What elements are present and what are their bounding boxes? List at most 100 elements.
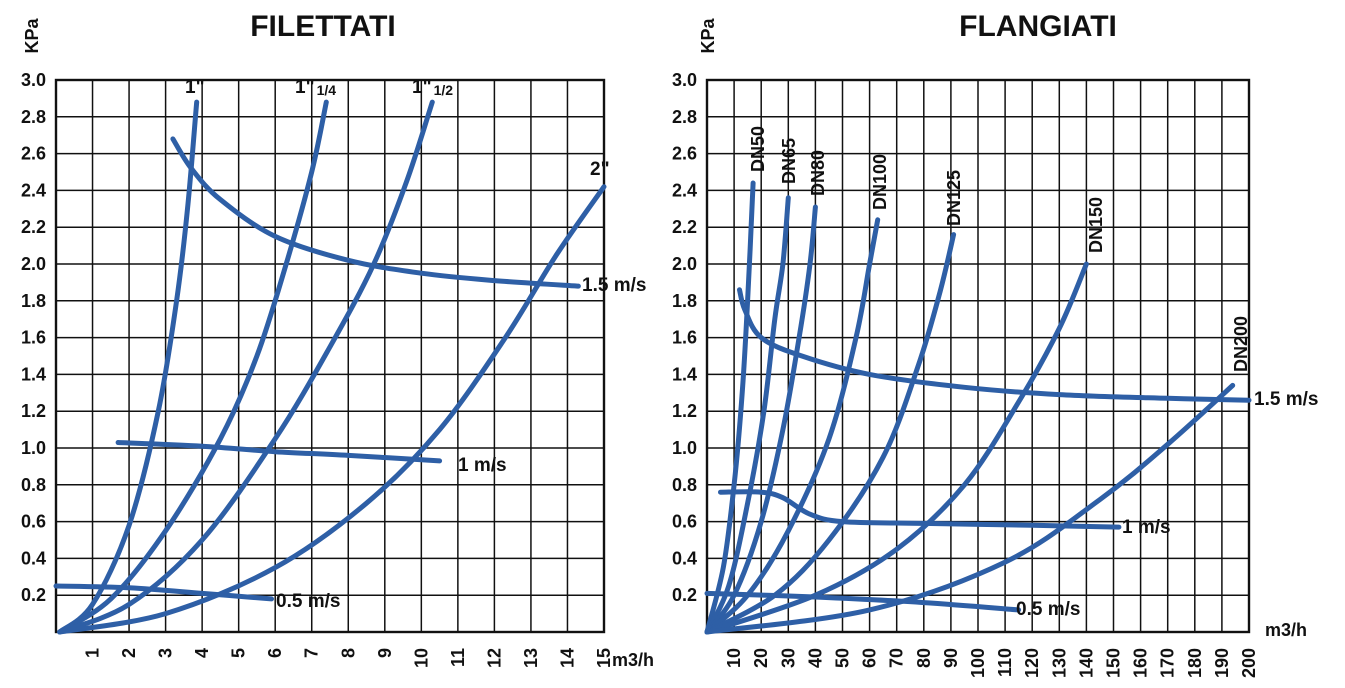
x-axis-label: m3/h bbox=[1265, 620, 1307, 640]
y-tick-label: 0.4 bbox=[21, 548, 46, 568]
series-label: 0.5 m/s bbox=[276, 591, 340, 612]
series-line bbox=[57, 99, 200, 635]
y-tick-label: 0.6 bbox=[21, 512, 46, 532]
series-label: DN125 bbox=[944, 170, 964, 226]
x-tick-label: 11 bbox=[448, 648, 468, 667]
y-tick-label: 0.6 bbox=[672, 512, 697, 532]
x-tick-label: 130 bbox=[1049, 648, 1069, 678]
y-tick-label: 1.0 bbox=[21, 438, 46, 458]
series-label: 1" bbox=[185, 77, 205, 98]
plot-frame bbox=[54, 78, 606, 634]
y-tick-label: 1.4 bbox=[21, 364, 46, 384]
x-tick-label: 170 bbox=[1158, 648, 1178, 678]
x-tick-label: 60 bbox=[860, 648, 880, 668]
x-tick-label: 10 bbox=[411, 648, 431, 668]
series-label: DN200 bbox=[1231, 316, 1251, 372]
x-tick-label: 3 bbox=[156, 648, 176, 658]
series-line bbox=[115, 440, 443, 464]
y-tick-label: 1.6 bbox=[672, 328, 697, 348]
x-tick-label: 80 bbox=[914, 648, 934, 668]
y-tick-label: 1.0 bbox=[672, 438, 697, 458]
y-tick-label: 2.0 bbox=[672, 254, 697, 274]
chart-title: FLANGIATI bbox=[959, 10, 1117, 43]
plot-frame bbox=[705, 78, 1251, 634]
y-tick-label: 1.8 bbox=[672, 291, 697, 311]
series-label: 1.5 m/s bbox=[582, 275, 646, 296]
x-tick-label: 8 bbox=[338, 648, 358, 658]
x-tick-label: 40 bbox=[805, 648, 825, 668]
series-label: 1" 1/2 bbox=[412, 77, 453, 98]
y-tick-label: 1.2 bbox=[672, 401, 697, 421]
series-line bbox=[57, 99, 329, 635]
series-label: 1" 1/4 bbox=[295, 77, 336, 98]
x-tick-label: 180 bbox=[1185, 648, 1205, 678]
x-axis-label: m3/h bbox=[612, 650, 654, 670]
series-line bbox=[53, 583, 274, 602]
x-tick-label: 12 bbox=[484, 648, 504, 668]
x-tick-label: 1 bbox=[83, 648, 103, 658]
y-tick-label: 0.2 bbox=[672, 585, 697, 605]
y-tick-label: 0.2 bbox=[21, 585, 46, 605]
x-tick-label: 150 bbox=[1104, 648, 1124, 678]
series-line bbox=[704, 180, 756, 635]
chart-panel-1: FLANGIATI KPa m3/h 10 20 30 40 50 60 70 80 90 100 110… bbox=[672, 10, 1318, 678]
x-tick-label: 9 bbox=[375, 648, 395, 658]
chart-title: FILETTATI bbox=[250, 10, 396, 43]
y-tick-label: 1.6 bbox=[21, 328, 46, 348]
series-line bbox=[170, 136, 581, 289]
x-tick-label: 4 bbox=[192, 648, 212, 658]
series-label: 1.5 m/s bbox=[1254, 389, 1318, 410]
series-label: DN80 bbox=[808, 150, 828, 196]
x-tick-label: 2 bbox=[119, 648, 139, 658]
y-tick-label: 3.0 bbox=[672, 70, 697, 90]
y-tick-label: 0.8 bbox=[21, 475, 46, 495]
x-tick-label: 190 bbox=[1212, 648, 1232, 678]
y-axis-label: KPa bbox=[698, 18, 718, 54]
y-tick-label: 1.2 bbox=[21, 401, 46, 421]
y-tick-label: 2.8 bbox=[672, 107, 697, 127]
series-label: DN65 bbox=[779, 138, 799, 184]
series-line bbox=[718, 489, 1122, 530]
series-label: 2" bbox=[590, 159, 610, 180]
y-tick-label: 2.0 bbox=[21, 254, 46, 274]
series-line bbox=[704, 195, 791, 635]
x-tick-label: 7 bbox=[302, 648, 322, 658]
y-tick-label: 2.6 bbox=[21, 144, 46, 164]
y-tick-label: 1.4 bbox=[672, 364, 697, 384]
series-label: 0.5 m/s bbox=[1016, 599, 1080, 620]
x-tick-label: 6 bbox=[265, 648, 285, 658]
x-tick-label: 200 bbox=[1239, 648, 1259, 678]
x-tick-label: 110 bbox=[995, 648, 1015, 677]
series-line bbox=[57, 184, 607, 635]
x-tick-label: 160 bbox=[1131, 648, 1151, 678]
x-tick-label: 13 bbox=[521, 648, 541, 668]
y-tick-label: 0.8 bbox=[672, 475, 697, 495]
x-tick-label: 100 bbox=[968, 648, 988, 678]
x-tick-label: 50 bbox=[833, 648, 853, 668]
x-tick-label: 5 bbox=[229, 648, 249, 658]
x-tick-label: 70 bbox=[887, 648, 907, 668]
y-tick-label: 2.4 bbox=[672, 180, 697, 200]
x-tick-label: 30 bbox=[778, 648, 798, 668]
series-line bbox=[704, 382, 1236, 635]
series-label: DN100 bbox=[870, 154, 890, 210]
x-tick-label: 20 bbox=[751, 648, 771, 668]
y-tick-label: 3.0 bbox=[21, 70, 46, 90]
series-label: 1 m/s bbox=[1122, 517, 1171, 538]
series-line bbox=[704, 590, 1022, 613]
y-tick-label: 0.4 bbox=[672, 548, 697, 568]
series-label: DN50 bbox=[748, 126, 768, 172]
y-tick-label: 2.2 bbox=[21, 217, 46, 237]
y-tick-label: 1.8 bbox=[21, 291, 46, 311]
x-tick-label: 14 bbox=[557, 648, 577, 668]
series-line bbox=[737, 287, 1252, 403]
series-label: DN150 bbox=[1086, 197, 1106, 253]
x-tick-label: 140 bbox=[1076, 648, 1096, 678]
series-label: 1 m/s bbox=[458, 455, 507, 476]
y-tick-label: 2.4 bbox=[21, 180, 46, 200]
x-tick-label: 120 bbox=[1022, 648, 1042, 678]
y-axis-label: KPa bbox=[22, 18, 42, 54]
y-tick-label: 2.2 bbox=[672, 217, 697, 237]
